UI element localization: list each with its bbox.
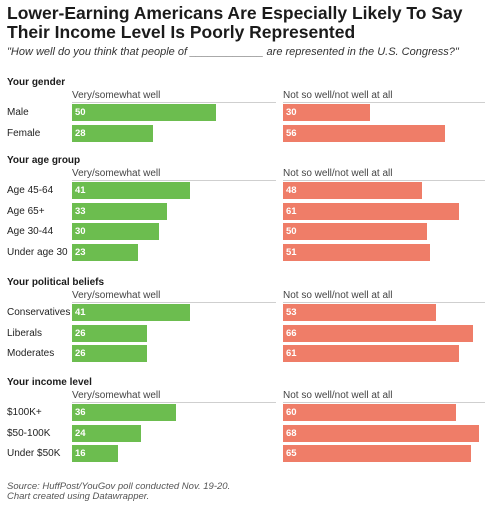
bar-not-well <box>283 445 471 462</box>
column-header-not-well: Not so well/not well at all <box>283 390 393 401</box>
bar-well <box>72 243 139 261</box>
column-divider <box>72 102 276 103</box>
bar-well <box>72 424 142 442</box>
row-label: Male <box>7 107 29 118</box>
bar-not-well <box>283 202 460 220</box>
column-divider <box>283 402 485 403</box>
bar-well <box>72 104 217 121</box>
bar-value-well: 30 <box>75 226 86 237</box>
bar-value-well: 16 <box>75 448 86 459</box>
column-divider <box>72 402 276 403</box>
bar-value-well: 41 <box>75 307 86 318</box>
row-label: Liberals <box>7 327 43 339</box>
column-header-well: Very/somewhat well <box>72 290 161 301</box>
bar-value-not-well: 60 <box>286 407 297 418</box>
column-header-not-well: Not so well/not well at all <box>283 168 393 179</box>
chart-title: Lower-Earning Americans Are Especially L… <box>7 3 463 42</box>
row-label: Age 45-64 <box>7 185 54 196</box>
credit-text: Chart created using Datawrapper. <box>7 491 150 502</box>
bar-well <box>72 304 191 321</box>
column-divider <box>283 302 485 303</box>
row-label: $100K+ <box>7 407 42 418</box>
source-text: Source: HuffPost/YouGov poll conducted N… <box>7 481 231 492</box>
column-divider <box>283 102 485 103</box>
row-label: Female <box>7 127 41 139</box>
column-header-not-well: Not so well/not well at all <box>283 90 393 101</box>
bar-not-well <box>283 424 480 442</box>
bar-value-well: 26 <box>75 348 86 359</box>
row-label: Under $50K <box>7 448 61 459</box>
bar-not-well <box>283 182 422 199</box>
bar-well <box>72 345 148 362</box>
bar-value-not-well: 65 <box>286 448 297 459</box>
bar-value-not-well: 51 <box>286 246 297 258</box>
column-divider <box>72 302 276 303</box>
group-title-your-age-group: Your age group <box>7 155 81 166</box>
chart-subtitle: "How well do you think that people of __… <box>7 46 459 58</box>
bar-value-well: 50 <box>75 107 86 118</box>
bar-well <box>72 182 191 199</box>
bar-value-well: 23 <box>75 246 86 258</box>
bar-value-not-well: 68 <box>286 427 297 439</box>
bar-well <box>72 202 168 220</box>
column-header-well: Very/somewhat well <box>72 168 161 179</box>
bar-value-not-well: 30 <box>286 107 297 118</box>
column-divider <box>283 180 485 181</box>
bar-value-well: 28 <box>75 127 86 139</box>
column-header-not-well: Not so well/not well at all <box>283 290 393 301</box>
bar-value-not-well: 53 <box>286 307 297 318</box>
row-label: Age 65+ <box>7 205 45 217</box>
bar-value-well: 26 <box>75 327 86 339</box>
column-header-well: Very/somewhat well <box>72 390 161 401</box>
bar-well <box>72 404 176 421</box>
bar-not-well <box>283 324 474 342</box>
bar-value-not-well: 56 <box>286 127 297 139</box>
bar-value-not-well: 66 <box>286 327 297 339</box>
bar-value-not-well: 61 <box>286 205 297 217</box>
bar-well <box>72 445 119 462</box>
bar-not-well <box>283 104 370 121</box>
bar-well <box>72 223 159 240</box>
bar-not-well <box>283 243 431 261</box>
row-label: $50-100K <box>7 427 51 439</box>
group-title-your-income-level: Your income level <box>7 377 92 388</box>
bar-value-not-well: 48 <box>286 185 297 196</box>
bar-value-not-well: 50 <box>286 226 297 237</box>
row-label: Under age 30 <box>7 246 68 258</box>
bar-well <box>72 124 153 142</box>
column-header-well: Very/somewhat well <box>72 90 161 101</box>
bar-not-well <box>283 404 457 421</box>
bar-not-well <box>283 124 445 142</box>
bar-value-not-well: 61 <box>286 348 297 359</box>
bar-value-well: 41 <box>75 185 86 196</box>
bar-not-well <box>283 223 428 240</box>
bar-well <box>72 324 148 342</box>
row-label: Moderates <box>7 348 55 359</box>
bar-value-well: 36 <box>75 407 86 418</box>
group-title-your-political-beliefs: Your political beliefs <box>7 277 105 288</box>
chart-source: Source: HuffPost/YouGov poll conducted N… <box>7 482 485 502</box>
row-label: Conservatives <box>7 307 71 318</box>
column-divider <box>72 180 276 181</box>
bar-not-well <box>283 304 436 321</box>
bar-value-well: 33 <box>75 205 86 217</box>
row-label: Age 30-44 <box>7 226 54 237</box>
bar-value-well: 24 <box>75 427 86 439</box>
bar-not-well <box>283 345 460 362</box>
group-title-your-gender: Your gender <box>7 77 66 88</box>
